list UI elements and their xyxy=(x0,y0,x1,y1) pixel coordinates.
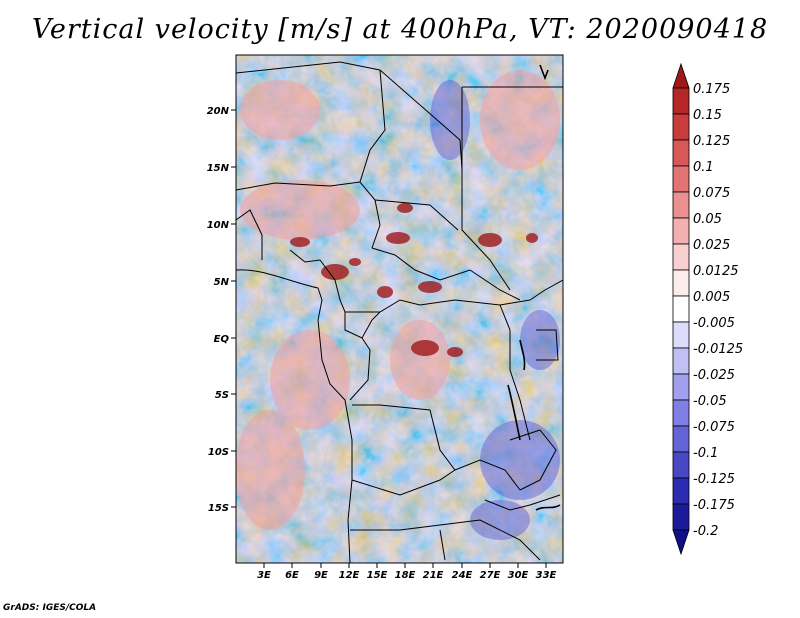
lon-label: 6E xyxy=(285,570,299,581)
lon-label: 12E xyxy=(339,570,360,581)
lon-axis xyxy=(263,563,547,568)
colorbar-label: -0.1 xyxy=(693,446,718,461)
colorbar-swatch xyxy=(672,373,690,401)
lon-label: 9E xyxy=(314,570,328,581)
colorbar-swatch xyxy=(672,87,690,115)
lat-label: 5S xyxy=(215,390,229,401)
colorbar-swatch xyxy=(672,451,690,479)
colorbar-label: -0.0125 xyxy=(693,342,743,357)
lon-labels: 3E 6E 9E 12E 15E 18E 21E 24E 27E 30E 33E xyxy=(257,570,556,581)
colorbar-swatch xyxy=(672,321,690,349)
lat-label: 10N xyxy=(207,220,230,231)
lat-label: 10S xyxy=(208,447,229,458)
chart-title: Vertical velocity [m/s] at 400hPa, VT: 2… xyxy=(31,14,769,45)
lat-label: 15S xyxy=(208,503,229,514)
lakes xyxy=(507,64,561,511)
colorbar-label: -0.2 xyxy=(693,524,718,539)
colorbar-arrow-bottom xyxy=(672,529,690,556)
lat-label: 5N xyxy=(214,277,230,288)
lon-label: 3E xyxy=(257,570,271,581)
colorbar-swatch xyxy=(672,243,690,271)
lon-label: 27E xyxy=(480,570,501,581)
colorbar-swatch xyxy=(672,399,690,427)
colorbar-swatch xyxy=(672,425,690,453)
lat-labels: 20N 15N 10N 5N EQ 5S 10S 15S xyxy=(207,106,230,514)
footer-credit: GrADS: IGES/COLA xyxy=(3,603,97,613)
colorbar-swatch xyxy=(672,295,690,323)
lon-label: 33E xyxy=(536,570,557,581)
colorbar-swatch xyxy=(672,191,690,219)
colorbar-label: -0.125 xyxy=(693,472,735,487)
lat-label: 15N xyxy=(207,163,230,174)
colorbar-label: -0.025 xyxy=(693,368,735,383)
lat-axis xyxy=(231,109,236,508)
colorbar-label: -0.005 xyxy=(693,316,735,331)
colorbar-label: 0.125 xyxy=(693,134,730,149)
colorbar-label: 0.175 xyxy=(693,82,730,97)
colorbar-swatch xyxy=(672,217,690,245)
colorbar-label: 0.075 xyxy=(693,186,730,201)
colorbar-swatch xyxy=(672,139,690,167)
colorbar: 0.175 0.15 0.125 0.1 0.075 0.05 0.025 0.0125 0.0… xyxy=(672,62,743,556)
colorbar-label: 0.15 xyxy=(693,108,722,123)
colorbar-label: 0.1 xyxy=(693,160,714,175)
lon-label: 21E xyxy=(423,570,444,581)
colorbar-swatch xyxy=(672,477,690,505)
colorbar-swatch xyxy=(672,503,690,531)
descent-regions xyxy=(430,80,560,540)
convective-cells xyxy=(290,203,538,357)
colorbar-label: -0.175 xyxy=(693,498,735,513)
colorbar-swatch xyxy=(672,113,690,141)
lon-label: 24E xyxy=(452,570,473,581)
colorbar-label: 0.0125 xyxy=(693,264,739,279)
colorbar-label: -0.075 xyxy=(693,420,735,435)
velocity-field xyxy=(236,55,563,563)
lon-label: 18E xyxy=(395,570,416,581)
ascent-regions xyxy=(236,70,560,530)
colorbar-swatch xyxy=(672,347,690,375)
colorbar-swatch xyxy=(672,165,690,193)
lat-label: EQ xyxy=(214,334,230,345)
map-frame xyxy=(235,54,564,564)
lon-label: 15E xyxy=(367,570,388,581)
colorbar-label: -0.05 xyxy=(693,394,727,409)
colorbar-label: 0.005 xyxy=(693,290,730,305)
colorbar-swatch xyxy=(672,269,690,297)
country-borders xyxy=(236,61,563,563)
colorbar-label: 0.025 xyxy=(693,238,730,253)
colorbar-label: 0.05 xyxy=(693,212,722,227)
lon-label: 30E xyxy=(508,570,529,581)
lat-label: 20N xyxy=(207,106,230,117)
colorbar-arrow-top xyxy=(672,62,690,89)
